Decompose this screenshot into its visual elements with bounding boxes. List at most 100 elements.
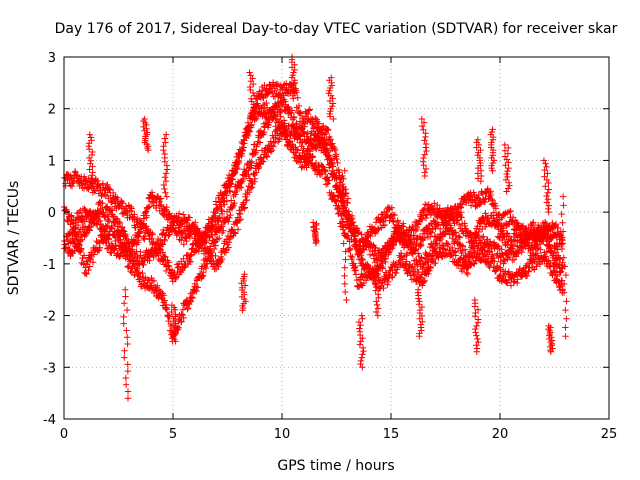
y-axis-title: SDTVAR / TECUs (6, 181, 22, 296)
data-point (162, 253, 169, 261)
data-point (504, 185, 512, 192)
data-point (164, 166, 171, 173)
data-point (400, 223, 407, 230)
data-point (62, 244, 69, 252)
y-tick-label: -3 (43, 361, 56, 376)
data-point (560, 202, 567, 209)
data-point (162, 267, 170, 275)
data-point (297, 109, 304, 116)
data-point (344, 234, 352, 242)
data-point (559, 193, 567, 200)
data-point (341, 264, 348, 271)
data-point (144, 228, 151, 236)
data-point (358, 354, 365, 361)
data-point (474, 251, 482, 258)
data-point (63, 208, 70, 215)
y-tick-label: 0 (48, 206, 56, 221)
data-point (161, 135, 168, 142)
data-point (193, 277, 201, 284)
data-point (93, 237, 100, 245)
x-tick-label: 15 (383, 427, 400, 442)
data-point (148, 230, 156, 237)
data-point (455, 233, 463, 240)
data-point (124, 395, 132, 402)
data-point (474, 335, 481, 343)
data-point (96, 240, 103, 247)
data-point (324, 180, 331, 188)
data-point (504, 167, 511, 175)
data-point (187, 252, 194, 259)
data-point (71, 225, 78, 232)
data-point (357, 322, 364, 329)
data-point (142, 274, 149, 281)
data-point (547, 348, 555, 355)
data-point (340, 240, 347, 247)
data-point (127, 267, 134, 275)
data-point (135, 269, 143, 276)
data-point (95, 181, 103, 188)
data-point (437, 235, 445, 243)
data-point (425, 270, 432, 278)
data-point (501, 147, 509, 154)
data-point (284, 89, 291, 97)
data-point (124, 367, 132, 375)
data-point (216, 214, 224, 221)
data-point (359, 344, 367, 352)
data-point (248, 162, 255, 169)
data-point (547, 243, 554, 251)
data-point (165, 311, 173, 319)
data-point (79, 181, 86, 189)
data-point (81, 205, 88, 213)
data-point (124, 340, 131, 348)
data-point (69, 220, 77, 227)
data-point (548, 342, 555, 349)
data-point (543, 192, 550, 200)
data-point (562, 271, 570, 279)
data-point (80, 173, 88, 180)
data-point (318, 170, 326, 178)
data-point (91, 187, 99, 195)
data-point (88, 151, 96, 159)
data-point (300, 129, 307, 136)
data-point (473, 322, 480, 330)
data-point (503, 156, 511, 163)
data-point (546, 330, 554, 338)
data-point (211, 245, 218, 253)
data-point (412, 256, 420, 264)
data-point (409, 250, 416, 258)
data-point (103, 223, 110, 231)
data-point (452, 252, 459, 259)
data-point (201, 263, 209, 271)
data-point (261, 123, 268, 130)
y-tick-label: 2 (48, 103, 56, 118)
data-point (416, 333, 423, 340)
data-point (180, 255, 187, 262)
data-point (122, 293, 129, 300)
data-point (264, 91, 271, 98)
data-point (525, 268, 532, 275)
data-point (78, 214, 85, 221)
data-point (501, 153, 509, 160)
data-point (542, 253, 549, 260)
data-point (200, 269, 207, 276)
data-point (89, 259, 97, 266)
data-point (231, 199, 238, 207)
data-point (161, 297, 168, 304)
data-point (422, 133, 429, 141)
data-point (384, 278, 392, 286)
data-point (510, 241, 517, 249)
data-point (392, 269, 400, 277)
data-point (178, 318, 185, 325)
data-point (342, 288, 349, 296)
data-point (304, 129, 311, 137)
data-point (187, 258, 194, 266)
data-point (441, 246, 449, 253)
data-point (563, 298, 570, 305)
data-point (530, 256, 537, 263)
data-point (83, 270, 90, 278)
data-point (421, 277, 429, 284)
data-point (342, 256, 349, 263)
data-point (380, 284, 387, 292)
data-point (443, 240, 451, 247)
